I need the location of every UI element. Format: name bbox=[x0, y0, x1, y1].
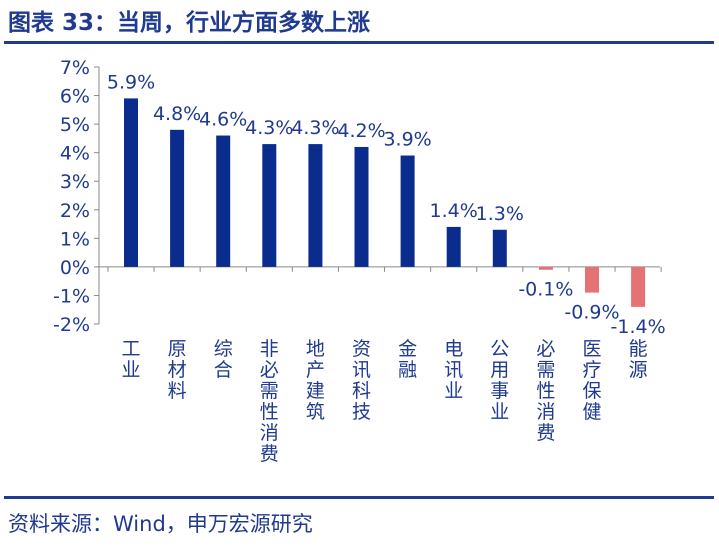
category-label: 资讯科技 bbox=[352, 338, 371, 423]
bar bbox=[585, 266, 599, 293]
category-label: 能源 bbox=[629, 338, 648, 381]
bar bbox=[216, 135, 231, 267]
data-label: 3.9% bbox=[383, 129, 431, 151]
y-tick-label: 1% bbox=[60, 228, 90, 250]
bar bbox=[262, 144, 277, 267]
chart-title: 图表 33：当周，行业方面多数上涨 bbox=[8, 10, 371, 36]
category-label: 综合 bbox=[214, 338, 233, 381]
bar bbox=[492, 229, 507, 267]
bar bbox=[400, 155, 415, 267]
bar bbox=[170, 129, 185, 267]
category-label: 工业 bbox=[121, 338, 140, 381]
category-label: 非必需性消费 bbox=[260, 338, 279, 465]
category-labels: 工业 原材料 综合 非必需性消费 地产建筑 资讯科技 金融 电讯业 公用事业 必需性消费 医疗保健 能… bbox=[121, 338, 647, 465]
data-label: 1.4% bbox=[430, 200, 478, 222]
bar bbox=[446, 226, 461, 267]
bar bbox=[538, 266, 553, 270]
category-label: 必需性消费 bbox=[536, 338, 555, 444]
y-tick-label: 3% bbox=[60, 171, 90, 193]
y-tick-label: 6% bbox=[60, 86, 90, 108]
source-note: 资料来源：Wind，申万宏源研究 bbox=[8, 512, 313, 536]
y-tick-label: 5% bbox=[60, 114, 90, 136]
data-label: 4.3% bbox=[291, 117, 339, 139]
x-axis bbox=[99, 266, 662, 272]
category-label: 原材料 bbox=[168, 338, 187, 402]
y-tick-label: 4% bbox=[60, 143, 90, 165]
bar-chart: 7%6%5%4%3%2%1%0%-1%-2% 5.9%4.8%4.6%4.3%4… bbox=[53, 57, 666, 465]
category-label: 地产建筑 bbox=[306, 338, 325, 423]
bar bbox=[124, 98, 138, 267]
bar bbox=[308, 144, 323, 267]
data-label: -0.1% bbox=[518, 279, 573, 301]
footer-rule bbox=[4, 496, 714, 499]
data-label: 4.6% bbox=[199, 109, 247, 131]
y-axis: 7% 6% 5% 4% 3% 2% 1% 0% -1% -2% bbox=[53, 57, 100, 336]
y-tick-label: 2% bbox=[60, 200, 90, 222]
bar bbox=[354, 146, 369, 267]
category-label: 公用事业 bbox=[490, 338, 509, 423]
data-label: 5.9% bbox=[107, 71, 155, 93]
bars bbox=[124, 98, 646, 307]
category-label: 医疗保健 bbox=[582, 338, 601, 423]
category-label: 电讯业 bbox=[444, 338, 463, 402]
data-label: 4.8% bbox=[153, 103, 201, 125]
y-tick-label: -2% bbox=[53, 314, 90, 336]
data-label: -0.9% bbox=[564, 302, 619, 324]
category-label: 金融 bbox=[398, 338, 417, 381]
title-rule bbox=[4, 41, 714, 44]
bar bbox=[631, 266, 646, 307]
data-label: 1.3% bbox=[476, 203, 524, 225]
y-tick-label: 0% bbox=[60, 257, 90, 279]
data-labels: 5.9%4.8%4.6%4.3%4.3%4.2%3.9%1.4%1.3%-0.1… bbox=[107, 71, 666, 337]
y-tick-label: 7% bbox=[60, 57, 90, 79]
data-label: 4.3% bbox=[245, 117, 293, 139]
y-tick-label: -1% bbox=[53, 285, 90, 307]
data-label: 4.2% bbox=[337, 120, 385, 142]
data-label: -1.4% bbox=[611, 316, 666, 338]
